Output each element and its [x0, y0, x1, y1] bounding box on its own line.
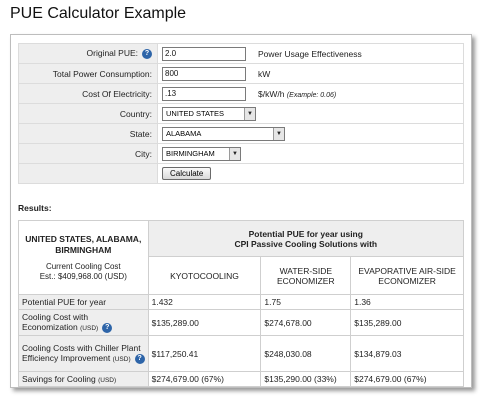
cost-electricity-input[interactable]: .13	[162, 86, 246, 101]
total-power-label: Total Power Consumption:	[52, 68, 152, 79]
country-label: Country:	[119, 108, 152, 119]
country-select-value: UNITED STATES	[166, 109, 225, 118]
results-table: UNITED STATES, ALABAMA, BIRMINGHAM Curre…	[18, 220, 465, 387]
calculator-panel: Original PUE:? 2.0 Power Usage Effectiven…	[10, 34, 472, 388]
potential-pue-header-line2: CPI Passive Cooling Solutions with	[234, 238, 378, 249]
calculate-button[interactable]: Calculate	[162, 167, 212, 180]
table-row: Potential PUE for year 1.432 1.75 1.36	[18, 294, 464, 310]
original-pue-input[interactable]: 2.0	[162, 46, 246, 61]
table-cell: $274,678.00	[260, 309, 352, 336]
location-cell: UNITED STATES, ALABAMA, BIRMINGHAM Curre…	[18, 220, 149, 295]
table-row: Savings for Cooling (USD) $274,679.00 (6…	[18, 371, 464, 387]
state-select-value: ALABAMA	[166, 129, 202, 138]
table-cell: $274,679.00 (67%)	[147, 371, 262, 387]
form-row-state: State: ALABAMA ▼	[18, 123, 464, 144]
table-cell: $134,879.03	[350, 335, 464, 372]
chevron-down-icon: ▼	[244, 107, 255, 120]
original-pue-label: Original PUE:	[86, 48, 139, 59]
results-column-row: KYOTOCOOLING WATER-SIDE ECONOMIZER EVAPO…	[19, 256, 464, 295]
table-cell: $274,679.00 (67%)	[350, 371, 464, 387]
table-cell: $135,290.00 (33%)	[260, 371, 352, 387]
current-cost-value: Est.: $409,968.00 (USD)	[39, 271, 127, 281]
country-select[interactable]: UNITED STATES ▼	[162, 106, 256, 121]
help-icon[interactable]: ?	[102, 322, 113, 333]
form-row-calculate: Calculate	[18, 163, 464, 184]
table-cell: $248,030.08	[260, 335, 352, 372]
cost-electricity-example: (Example: 0.06)	[286, 91, 337, 99]
column-header-kyotocooling: KYOTOCOOLING	[147, 256, 262, 295]
city-select[interactable]: BIRMINGHAM ▼	[162, 146, 241, 161]
results-header-row: UNITED STATES, ALABAMA, BIRMINGHAM Curre…	[18, 220, 465, 295]
row-label-savings: Savings for Cooling (USD)	[18, 371, 149, 387]
row-label-chiller-plant: Cooling Costs with Chiller Plant Efficie…	[18, 335, 149, 372]
table-cell: $135,289.00	[350, 309, 464, 336]
help-icon[interactable]: ?	[142, 48, 152, 59]
original-pue-label-cell: Original PUE:?	[18, 43, 158, 64]
location-name: UNITED STATES, ALABAMA, BIRMINGHAM	[25, 233, 142, 255]
state-label: State:	[129, 128, 152, 139]
input-form: Original PUE:? 2.0 Power Usage Effectiven…	[18, 43, 464, 184]
form-row-original-pue: Original PUE:? 2.0 Power Usage Effectiven…	[18, 43, 464, 64]
column-header-water-side: WATER-SIDE ECONOMIZER	[260, 256, 352, 295]
table-cell: 1.75	[260, 294, 352, 310]
form-row-total-power: Total Power Consumption: 800 kW	[18, 63, 464, 84]
row-label-potential-pue: Potential PUE for year	[18, 294, 149, 310]
table-row: Cooling Costs with Chiller Plant Efficie…	[18, 335, 464, 372]
table-cell: 1.36	[350, 294, 464, 310]
current-cost-label: Current Cooling Cost	[45, 261, 121, 271]
potential-pue-header-line1: Potential PUE for year using	[248, 228, 363, 239]
original-pue-unit: Power Usage Effectiveness	[258, 48, 362, 59]
table-cell: $117,250.41	[147, 335, 262, 372]
form-row-country: Country: UNITED STATES ▼	[18, 103, 464, 124]
form-row-city: City: BIRMINGHAM ▼	[18, 143, 464, 164]
city-label: City:	[135, 148, 152, 159]
row-label-cooling-cost-economization: Cooling Cost with Economization (USD)?	[18, 309, 149, 336]
city-select-value: BIRMINGHAM	[166, 149, 215, 158]
table-row: Cooling Cost with Economization (USD)? $…	[18, 309, 464, 336]
chevron-down-icon: ▼	[273, 127, 284, 140]
total-power-input[interactable]: 800	[162, 66, 246, 81]
potential-pue-header: Potential PUE for year using CPI Passive…	[147, 220, 465, 257]
form-row-cost-electricity: Cost Of Electricity: .13 $/kW/h (Example:…	[18, 83, 464, 104]
state-select[interactable]: ALABAMA ▼	[162, 126, 285, 141]
chevron-down-icon: ▼	[229, 147, 240, 160]
cost-electricity-unit: $/kW/h	[258, 88, 285, 99]
cost-electricity-label: Cost Of Electricity:	[82, 88, 152, 99]
total-power-unit: kW	[258, 68, 271, 79]
page-title: PUE Calculator Example	[10, 5, 187, 22]
table-cell: $135,289.00	[147, 309, 262, 336]
help-icon[interactable]: ?	[134, 353, 145, 364]
table-cell: 1.432	[147, 294, 262, 310]
results-heading: Results:	[18, 203, 52, 213]
column-header-evaporative: EVAPORATIVE AIR-SIDE ECONOMIZER	[350, 256, 464, 295]
